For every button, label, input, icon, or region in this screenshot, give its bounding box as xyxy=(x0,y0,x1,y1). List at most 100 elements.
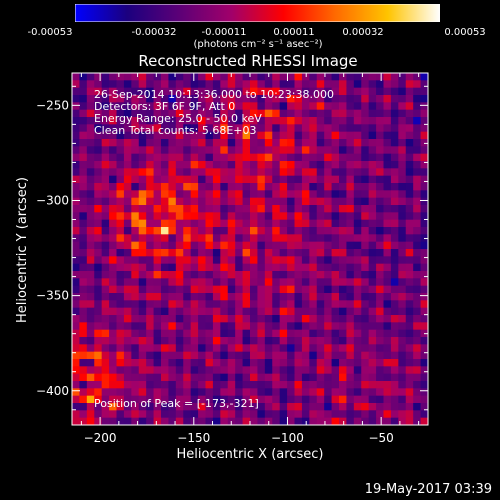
heatmap-cell xyxy=(250,329,258,338)
heatmap-cell xyxy=(153,227,162,235)
heatmap-cell xyxy=(94,102,103,111)
heatmap-cell xyxy=(413,80,421,89)
heatmap-cell xyxy=(301,293,310,301)
heatmap-cell xyxy=(183,212,192,221)
heatmap-cell xyxy=(294,366,303,375)
heatmap-cell xyxy=(324,403,332,411)
heatmap-cell xyxy=(383,183,392,191)
heatmap-cell xyxy=(376,300,384,309)
heatmap-cell xyxy=(123,293,132,301)
heatmap-cell xyxy=(101,80,110,89)
heatmap-cell xyxy=(198,300,206,309)
heatmap-cell xyxy=(242,205,251,213)
heatmap-cell xyxy=(413,351,421,360)
heatmap-cell xyxy=(294,329,303,338)
heatmap-cell xyxy=(131,285,140,294)
heatmap-cell xyxy=(287,322,295,331)
heatmap-cell xyxy=(86,205,95,213)
heatmap-cell xyxy=(383,102,392,111)
heatmap-cell xyxy=(324,205,332,213)
heatmap-cell xyxy=(168,381,177,389)
heatmap-cell xyxy=(168,109,177,118)
heatmap-cell xyxy=(353,139,362,147)
heatmap-cell xyxy=(198,205,206,213)
heatmap-cell xyxy=(420,153,429,162)
heatmap-cell xyxy=(116,278,125,287)
heatmap-cell xyxy=(368,410,377,419)
heatmap-cell xyxy=(242,175,251,184)
heatmap-cell xyxy=(361,388,370,397)
heatmap-cell xyxy=(175,205,184,213)
heatmap-cell xyxy=(331,388,340,397)
heatmap-cell xyxy=(398,329,407,338)
heatmap-cell xyxy=(316,102,325,111)
heatmap-cell xyxy=(301,109,310,118)
heatmap-cell xyxy=(376,190,384,199)
heatmap-cell xyxy=(86,175,95,184)
heatmap-cell xyxy=(376,227,384,235)
heatmap-cell xyxy=(161,219,169,228)
heatmap-cell xyxy=(368,344,377,353)
heatmap-cell xyxy=(175,300,184,309)
heatmap-cell xyxy=(220,388,229,397)
heatmap-cell xyxy=(205,263,214,272)
heatmap-cell xyxy=(109,322,117,331)
heatmap-cell xyxy=(301,175,310,184)
heatmap-cell xyxy=(272,87,281,96)
heatmap-cell xyxy=(250,351,258,360)
heatmap-cell xyxy=(235,249,243,257)
heatmap-cell xyxy=(146,73,154,81)
heatmap-cell xyxy=(257,315,266,323)
heatmap-cell xyxy=(175,351,184,360)
heatmap-cell xyxy=(346,417,355,426)
heatmap-cell xyxy=(168,344,177,353)
colorbar-tick-label: 0.00032 xyxy=(342,27,384,38)
heatmap-cell xyxy=(138,219,147,228)
heatmap-cell xyxy=(190,205,199,213)
heatmap-cell xyxy=(153,293,162,301)
heatmap-cell xyxy=(279,124,288,133)
heatmap-cell xyxy=(353,153,362,162)
heatmap-cell xyxy=(86,87,95,96)
heatmap-cell xyxy=(331,351,340,360)
heatmap-cell xyxy=(294,146,303,155)
heatmap-cell xyxy=(205,153,214,162)
heatmap-cell xyxy=(405,131,414,140)
heatmap-cell xyxy=(79,234,88,243)
heatmap-cell xyxy=(405,388,414,397)
heatmap-cell xyxy=(398,131,407,140)
heatmap-cell xyxy=(390,161,399,169)
heatmap-cell xyxy=(398,359,407,367)
heatmap-cell xyxy=(198,263,206,272)
heatmap-cell xyxy=(198,395,206,404)
heatmap-cell xyxy=(309,315,318,323)
heatmap-cell xyxy=(161,161,169,169)
heatmap-cell xyxy=(227,131,236,140)
heatmap-cell xyxy=(205,102,214,111)
heatmap-cell xyxy=(101,87,110,96)
heatmap-cell xyxy=(413,307,421,316)
heatmap-cell xyxy=(324,249,332,257)
heatmap-cell xyxy=(175,278,184,287)
heatmap-cell xyxy=(161,373,169,382)
heatmap-cell xyxy=(390,227,399,235)
heatmap-cell xyxy=(309,146,318,155)
heatmap-cell xyxy=(420,227,429,235)
heatmap-cell xyxy=(294,227,303,235)
heatmap-cell xyxy=(368,249,377,257)
heatmap-cell xyxy=(383,212,392,221)
heatmap-cell xyxy=(250,337,258,345)
heatmap-cell xyxy=(198,102,206,111)
heatmap-cell xyxy=(331,410,340,419)
heatmap-cell xyxy=(331,300,340,309)
heatmap-cell xyxy=(346,293,355,301)
heatmap-cell xyxy=(346,410,355,419)
heatmap-cell xyxy=(361,373,370,382)
heatmap-cell xyxy=(161,95,169,103)
heatmap-cell xyxy=(390,131,399,140)
heatmap-cell xyxy=(287,212,295,221)
heatmap-cell xyxy=(131,293,140,301)
heatmap-cell xyxy=(205,80,214,89)
heatmap-cell xyxy=(331,73,340,81)
heatmap-cell xyxy=(339,337,347,345)
